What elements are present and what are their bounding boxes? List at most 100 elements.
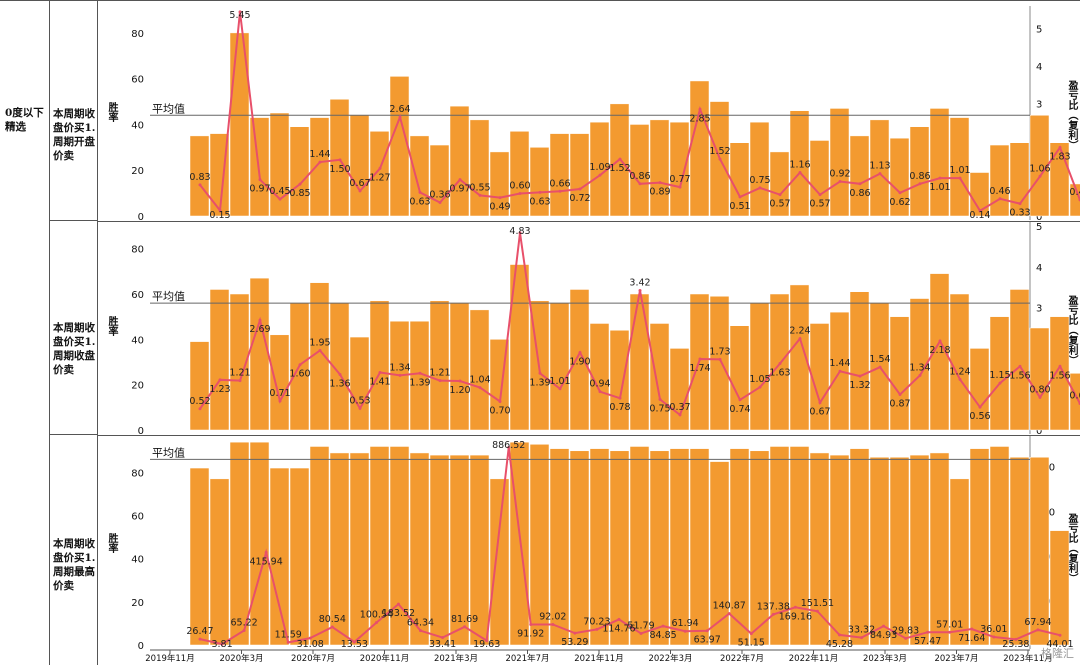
ratio-point bbox=[396, 602, 400, 606]
ratio-data-label: 91.92 bbox=[517, 629, 544, 640]
ratio-point bbox=[1038, 395, 1042, 399]
ratio-point bbox=[338, 158, 342, 162]
ratio-data-label: 1.16 bbox=[789, 160, 810, 171]
left-tick-label: 40 bbox=[131, 120, 144, 131]
row-divider-2 bbox=[98, 435, 1080, 436]
ratio-data-label: 0.65 bbox=[1069, 390, 1080, 401]
ratio-point bbox=[798, 337, 802, 341]
bar bbox=[369, 300, 390, 431]
left-tick-label: 80 bbox=[131, 245, 144, 256]
ratio-point bbox=[818, 193, 822, 197]
bar bbox=[309, 446, 330, 646]
ratio-data-label: 29.83 bbox=[892, 625, 919, 636]
ratio-data-label: 0.83 bbox=[189, 172, 210, 183]
bar bbox=[409, 452, 430, 646]
ratio-point bbox=[698, 107, 702, 111]
bar bbox=[1009, 289, 1030, 431]
bar bbox=[909, 454, 930, 646]
ratio-point bbox=[938, 176, 942, 180]
bar bbox=[549, 448, 570, 646]
bar bbox=[449, 105, 470, 217]
left-tick-label: 40 bbox=[131, 555, 144, 566]
ratio-point bbox=[705, 629, 709, 633]
bar bbox=[429, 454, 450, 646]
ratio-data-label: 886.52 bbox=[492, 440, 525, 451]
ratio-point bbox=[595, 627, 599, 631]
ratio-data-label: 0.57 bbox=[769, 199, 790, 210]
right-tick-label: 4 bbox=[1036, 62, 1042, 73]
ratio-data-label: 1.56 bbox=[1049, 370, 1070, 381]
watermark-logo: 格隆汇 bbox=[1041, 647, 1074, 660]
ratio-data-label: 1.39 bbox=[529, 377, 550, 388]
ratio-data-label: 1.60 bbox=[289, 369, 310, 380]
ratio-point bbox=[718, 357, 722, 361]
ratio-point bbox=[551, 622, 555, 626]
ratio-point bbox=[598, 173, 602, 177]
ratio-point bbox=[758, 186, 762, 190]
x-tick-label: 2021年11月 bbox=[574, 653, 623, 664]
ratio-data-label: 1.27 bbox=[369, 172, 390, 183]
bar bbox=[749, 302, 770, 431]
bar bbox=[1049, 530, 1070, 646]
ratio-data-label: 1.54 bbox=[869, 354, 890, 365]
bar bbox=[249, 117, 270, 217]
ratio-data-label: 1.15 bbox=[989, 370, 1010, 381]
ratio-data-label: 2.69 bbox=[249, 324, 270, 335]
bar bbox=[669, 348, 690, 431]
ratio-data-label: 36.01 bbox=[980, 624, 1007, 635]
ratio-point bbox=[286, 640, 290, 644]
ratio-point bbox=[860, 636, 864, 640]
ratio-data-label: 0.94 bbox=[589, 379, 610, 390]
ratio-data-label: 45.28 bbox=[826, 639, 853, 650]
ratio-point bbox=[798, 171, 802, 175]
bar bbox=[409, 135, 430, 217]
ratio-point bbox=[498, 196, 502, 200]
ratio-data-label: 0.97 bbox=[249, 184, 270, 195]
left-tick-label: 20 bbox=[131, 598, 144, 609]
ratio-point bbox=[198, 637, 202, 641]
ratio-data-label: 3.42 bbox=[629, 277, 650, 288]
ratio-data-label: 57.47 bbox=[914, 636, 941, 647]
ratio-data-label: 0.67 bbox=[809, 407, 830, 418]
ratio-data-label: 0.86 bbox=[849, 188, 870, 199]
ratio-data-label: 0.33 bbox=[1009, 208, 1030, 219]
bar bbox=[869, 457, 890, 646]
ratio-data-label: 0.80 bbox=[1029, 384, 1050, 395]
ratio-data-label: 0.55 bbox=[469, 182, 490, 193]
ratio-point bbox=[330, 625, 334, 629]
ratio-point bbox=[438, 379, 442, 383]
ratio-data-label: 0.56 bbox=[969, 411, 990, 422]
ratio-point bbox=[1058, 364, 1062, 368]
left-tick-label: 80 bbox=[131, 29, 144, 40]
ratio-data-label: 0.63 bbox=[409, 196, 430, 207]
ratio-data-label: 1.24 bbox=[949, 366, 970, 377]
x-tick-label: 2023年3月 bbox=[863, 653, 907, 664]
ratio-data-label: 1.90 bbox=[569, 356, 590, 367]
row-label-cell-2 bbox=[50, 221, 98, 435]
ratio-data-label: 57.01 bbox=[936, 619, 963, 630]
ratio-point bbox=[658, 397, 662, 401]
ratio-data-label: 0.89 bbox=[649, 187, 670, 198]
ratio-data-label: 1.34 bbox=[389, 362, 410, 373]
bar bbox=[269, 467, 290, 646]
average-line-label: 平均值 bbox=[152, 102, 185, 115]
ratio-data-label: 0.74 bbox=[729, 404, 750, 415]
bar bbox=[229, 441, 250, 646]
ratio-point bbox=[358, 406, 362, 410]
row-label-1: 本周期收盘价买1.周期开盘价卖 bbox=[53, 108, 96, 162]
ratio-point bbox=[758, 385, 762, 389]
ratio-data-label: 415.94 bbox=[250, 556, 283, 567]
bar bbox=[689, 448, 710, 646]
ratio-data-label: 0.46 bbox=[989, 186, 1010, 197]
ratio-point bbox=[882, 624, 886, 628]
x-tick-label: 2020年11月 bbox=[360, 653, 409, 664]
bar bbox=[709, 296, 730, 431]
ratio-data-label: 1.06 bbox=[1029, 163, 1050, 174]
bar bbox=[889, 316, 910, 431]
ratio-data-label: 81.69 bbox=[451, 614, 478, 625]
ratio-point bbox=[718, 157, 722, 161]
ratio-data-label: 2.64 bbox=[389, 104, 410, 115]
bar bbox=[269, 334, 290, 431]
ratio-point bbox=[578, 187, 582, 191]
ratio-point bbox=[458, 379, 462, 383]
